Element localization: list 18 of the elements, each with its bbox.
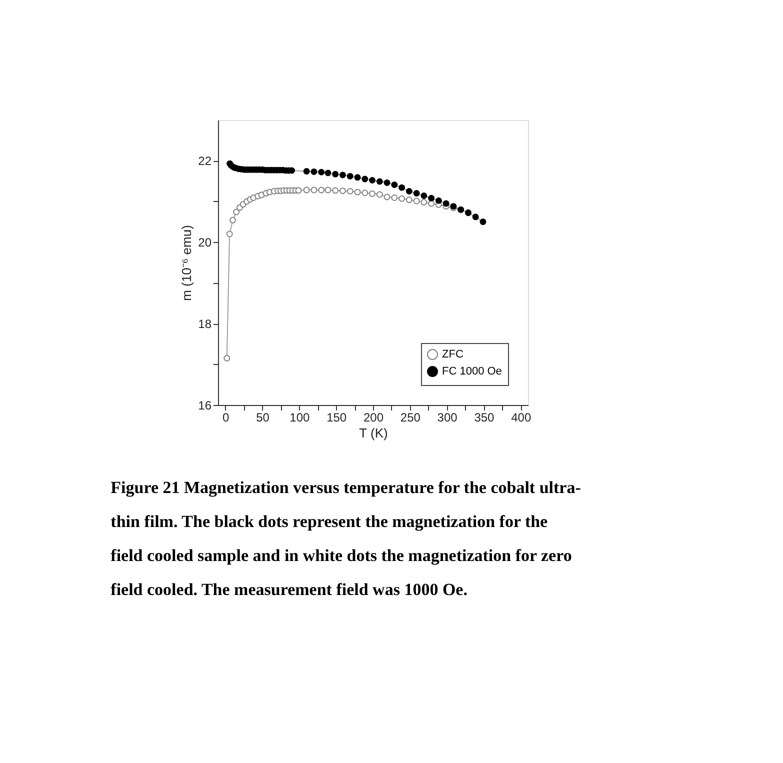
- x-tick-label: 300: [437, 410, 458, 424]
- y-tick-label: 16: [198, 398, 212, 412]
- x-axis-title: T (K): [359, 426, 388, 440]
- x-tick-label: 250: [400, 410, 421, 424]
- x-tick-label: 400: [511, 410, 532, 424]
- x-tick-label: 350: [474, 410, 495, 424]
- x-tick-label: 50: [256, 410, 270, 424]
- y-tick-label: 20: [198, 236, 212, 250]
- y-tick-label: 22: [198, 154, 212, 168]
- legend-label: ZFC: [442, 348, 464, 360]
- x-tick-label: 200: [363, 410, 384, 424]
- x-tick-label: 0: [222, 410, 230, 424]
- legend-label: FC 1000 Oe: [442, 366, 502, 378]
- y-tick-label: 18: [198, 317, 212, 332]
- y-axis-title: m (10⁻⁶ emu): [179, 225, 194, 301]
- x-tick-label: 150: [326, 410, 347, 424]
- x-tick-label: 100: [290, 410, 310, 424]
- caption: Figure 21 Magnetization versus temperature for the cobalt ultra-thin film. The black dots represent the magnetization for the field cooled sample and in white dots the magnetization for zero field cooled. The measurement field was 1000 Oe.: [110, 478, 582, 599]
